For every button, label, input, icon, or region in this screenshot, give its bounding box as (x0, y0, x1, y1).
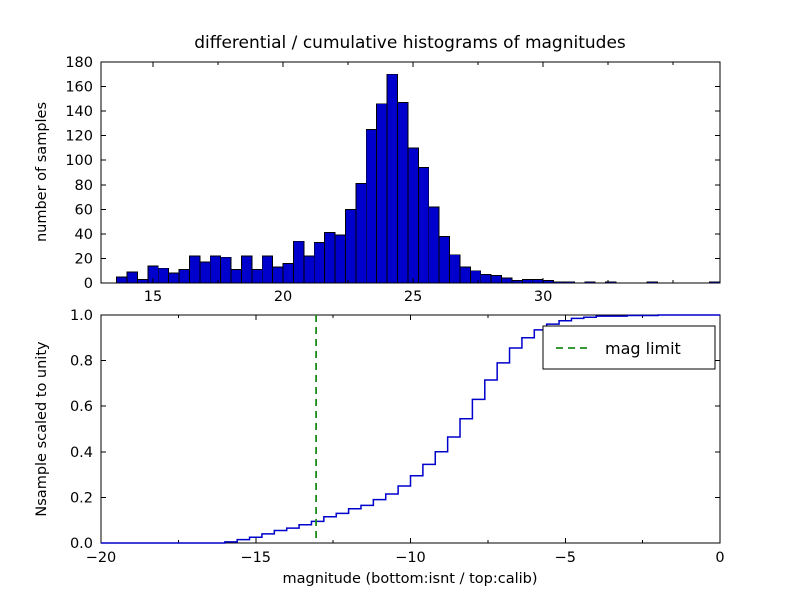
histogram-bar (283, 263, 293, 283)
top-x-tick-label: 15 (144, 289, 162, 305)
histogram-bar (533, 279, 543, 283)
histogram-bar (543, 281, 553, 283)
histogram-bar (522, 279, 532, 283)
bottom-x-tick-label: −5 (555, 550, 576, 566)
bottom-y-axis-label: Nsample scaled to unity (34, 341, 50, 517)
histogram-bar (117, 277, 127, 283)
bottom-y-tick-label: 0.2 (70, 490, 93, 506)
top-y-tick-label: 0 (84, 276, 93, 292)
histogram-bar (189, 256, 199, 283)
histogram-bar (470, 271, 480, 283)
histogram-bar (137, 279, 147, 283)
histogram-bar (429, 207, 439, 283)
top-x-tick-label: 25 (404, 289, 422, 305)
histogram-bar (585, 282, 595, 283)
legend-label-mag-limit: mag limit (605, 339, 681, 358)
histogram-bar (606, 282, 616, 283)
histogram-bar (241, 256, 251, 283)
bottom-cumulative-panel: −20 −15 −10 −5 0 0.0 0.2 0.4 0.6 0.8 1.0 magnitud… (34, 308, 725, 587)
histogram-bar (491, 276, 501, 283)
histogram-bar (221, 257, 231, 283)
histogram-bar (439, 236, 449, 283)
histogram-bars (117, 74, 720, 283)
histogram-bar (335, 235, 345, 283)
top-y-tick-label: 120 (65, 129, 93, 145)
histogram-bar (356, 184, 366, 283)
histogram-bar (397, 103, 407, 283)
page-title: differential / cumulative histograms of … (194, 33, 626, 53)
histogram-bar (408, 148, 418, 283)
figure-canvas: differential / cumulative histograms of … (0, 0, 800, 600)
top-y-tick-label: 140 (65, 104, 93, 120)
histogram-bar (231, 269, 241, 283)
top-y-axis-label: number of samples (34, 102, 50, 242)
histogram-bar (210, 256, 220, 283)
histogram-bar (325, 233, 335, 283)
histogram-bar (512, 281, 522, 283)
top-y-tick-label: 80 (75, 178, 93, 194)
histogram-bar (460, 267, 470, 283)
histogram-bar (179, 269, 189, 283)
bottom-y-tick-label: 1.0 (70, 308, 93, 324)
bottom-x-tick-label: −20 (86, 550, 117, 566)
histogram-bar (387, 74, 397, 283)
top-y-tick-label: 60 (75, 202, 93, 218)
histogram-bar (200, 262, 210, 283)
top-y-tick-label: 100 (65, 153, 93, 169)
bottom-x-tick-label: 0 (715, 550, 724, 566)
histogram-bar (647, 282, 657, 283)
histogram-bar (554, 282, 564, 283)
top-x-tick-label: 30 (534, 289, 552, 305)
histogram-bar (314, 242, 324, 283)
bottom-y-tick-label: 0.6 (70, 399, 93, 415)
top-y-tick-label: 160 (65, 80, 93, 96)
top-x-tick-label: 20 (274, 289, 292, 305)
histogram-bar (366, 130, 376, 283)
histogram-bar (262, 256, 272, 283)
histogram-bar (481, 274, 491, 283)
histogram-bar (169, 273, 179, 283)
bottom-x-tick-label: −15 (240, 550, 271, 566)
histogram-bar (158, 268, 168, 283)
histogram-bar (304, 256, 314, 283)
histogram-bar (345, 209, 355, 283)
histogram-bar (502, 278, 512, 283)
bottom-y-tick-label: 0.8 (70, 354, 93, 370)
histogram-bar (293, 241, 303, 283)
histogram-bar (127, 272, 137, 283)
histogram-bar (273, 267, 283, 283)
top-y-tick-label: 180 (65, 55, 93, 71)
top-y-tick-label: 20 (75, 251, 93, 267)
top-y-tick-label: 40 (75, 227, 93, 243)
top-histogram-panel: differential / cumulative histograms of … (34, 33, 720, 305)
histogram-bar (564, 282, 574, 283)
legend[interactable]: mag limit (543, 326, 715, 369)
bottom-x-axis-label: magnitude (bottom:isnt / top:calib) (282, 571, 537, 587)
bottom-y-tick-label: 0.0 (70, 536, 93, 552)
histogram-bar (377, 104, 387, 283)
bottom-y-tick-label: 0.4 (70, 445, 93, 461)
bottom-x-tick-label: −10 (395, 550, 426, 566)
histogram-bar (418, 168, 428, 283)
histogram-bar (252, 269, 262, 283)
chart-svg: differential / cumulative histograms of … (0, 0, 800, 600)
histogram-bar (450, 255, 460, 283)
